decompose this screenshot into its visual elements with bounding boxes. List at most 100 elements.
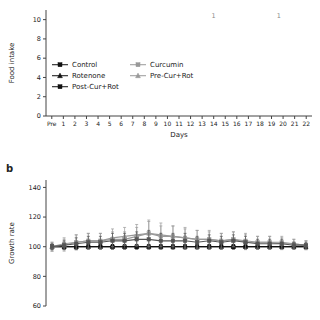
x-tick-label: 21 [291, 120, 299, 127]
point [243, 240, 247, 244]
legend-label: Pre-Cur+Rot [150, 72, 194, 80]
y-tick [43, 77, 46, 78]
x-tick [155, 116, 156, 119]
error-bar [87, 236, 90, 248]
x-tick-label: 3 [85, 120, 89, 127]
x-tick [294, 116, 295, 119]
legend-label: Curcumin [150, 61, 184, 69]
error-bar [268, 236, 271, 248]
panel-label: b [6, 163, 13, 174]
background [0, 0, 320, 320]
error-bar [232, 232, 235, 247]
x-tick-label: 15 [221, 120, 229, 127]
x-tick-label: 22 [302, 120, 310, 127]
point [207, 239, 211, 243]
point [50, 245, 54, 249]
x-tick [236, 116, 237, 119]
y-tick-label: 2 [37, 93, 41, 101]
series [50, 220, 308, 251]
error-bar [75, 235, 78, 250]
y-tick [43, 246, 46, 247]
error-bar [292, 242, 295, 248]
error-bar [135, 232, 138, 247]
x-tick [179, 116, 180, 119]
y-tick-label: 8 [37, 35, 41, 43]
legend-label: Rotenone [72, 72, 105, 80]
error-bar [111, 233, 114, 248]
error-bar [220, 233, 223, 248]
y-tick [43, 58, 46, 59]
x-tick [248, 116, 249, 119]
point [304, 243, 308, 247]
point [62, 243, 66, 247]
x-tick-label: 12 [187, 120, 195, 127]
x-tick-label: 18 [256, 120, 264, 127]
error-bar [196, 230, 199, 248]
y-tick [43, 187, 46, 188]
x-tick-label: 16 [233, 120, 241, 127]
y-tick [43, 306, 46, 307]
x-tick-label: Pre [47, 120, 57, 127]
error-bar [304, 242, 307, 248]
x-tick [190, 116, 191, 119]
x-tick [202, 116, 203, 119]
error-bar [99, 236, 102, 248]
y-tick [43, 276, 46, 277]
legend-marker [58, 63, 62, 67]
x-tick-label: 9 [154, 120, 158, 127]
error-bar [63, 241, 66, 250]
y-tick [43, 38, 46, 39]
error-bar [280, 239, 283, 248]
error-bar [220, 233, 223, 248]
point [111, 239, 115, 243]
y-axis-line [46, 10, 47, 116]
x-tick [109, 116, 110, 119]
x-tick [306, 116, 307, 119]
error-bar [51, 244, 54, 250]
point [280, 242, 284, 246]
point [99, 241, 103, 245]
error-bar [292, 239, 295, 248]
legend: ControlCurcuminRotenonePre-Cur+RotPost-C… [52, 61, 194, 91]
y-tick [43, 217, 46, 218]
legend-marker [136, 63, 140, 67]
x-tick-label: 8 [142, 120, 146, 127]
x-tick-label: 19 [268, 120, 276, 127]
x-tick-label: 2 [73, 120, 77, 127]
error-bar [75, 238, 78, 250]
point [50, 244, 54, 248]
x-tick [51, 116, 52, 119]
x-tick-label: 10 [164, 120, 172, 127]
x-tick [167, 116, 168, 119]
point [74, 242, 78, 246]
point [268, 242, 272, 246]
point [304, 243, 308, 247]
series-line [52, 239, 306, 246]
error-bar [208, 230, 211, 248]
point [292, 243, 296, 247]
x-tick [132, 116, 133, 119]
x-tick-label: 1 [61, 120, 65, 127]
y-tick [43, 96, 46, 97]
x-tick-label: 6 [119, 120, 123, 127]
error-bar [256, 236, 259, 248]
point [244, 241, 248, 245]
error-bar [51, 244, 54, 248]
legend-label: Control [72, 61, 97, 69]
y-tick-label: 4 [37, 74, 41, 82]
error-bar [159, 233, 162, 248]
x-tick-label: 11 [175, 120, 183, 127]
x-tick [283, 116, 284, 119]
error-bar [220, 236, 223, 248]
point [159, 239, 163, 243]
error-bar [280, 238, 283, 250]
point [50, 244, 54, 248]
annotation: 1 [277, 12, 281, 20]
x-tick [63, 116, 64, 119]
error-bar [208, 235, 211, 247]
panel-b: 6080100120140Growth rateb [6, 163, 308, 310]
series-line [52, 233, 306, 246]
point [135, 238, 139, 242]
x-tick-label: 5 [108, 120, 112, 127]
error-bar [99, 233, 102, 248]
